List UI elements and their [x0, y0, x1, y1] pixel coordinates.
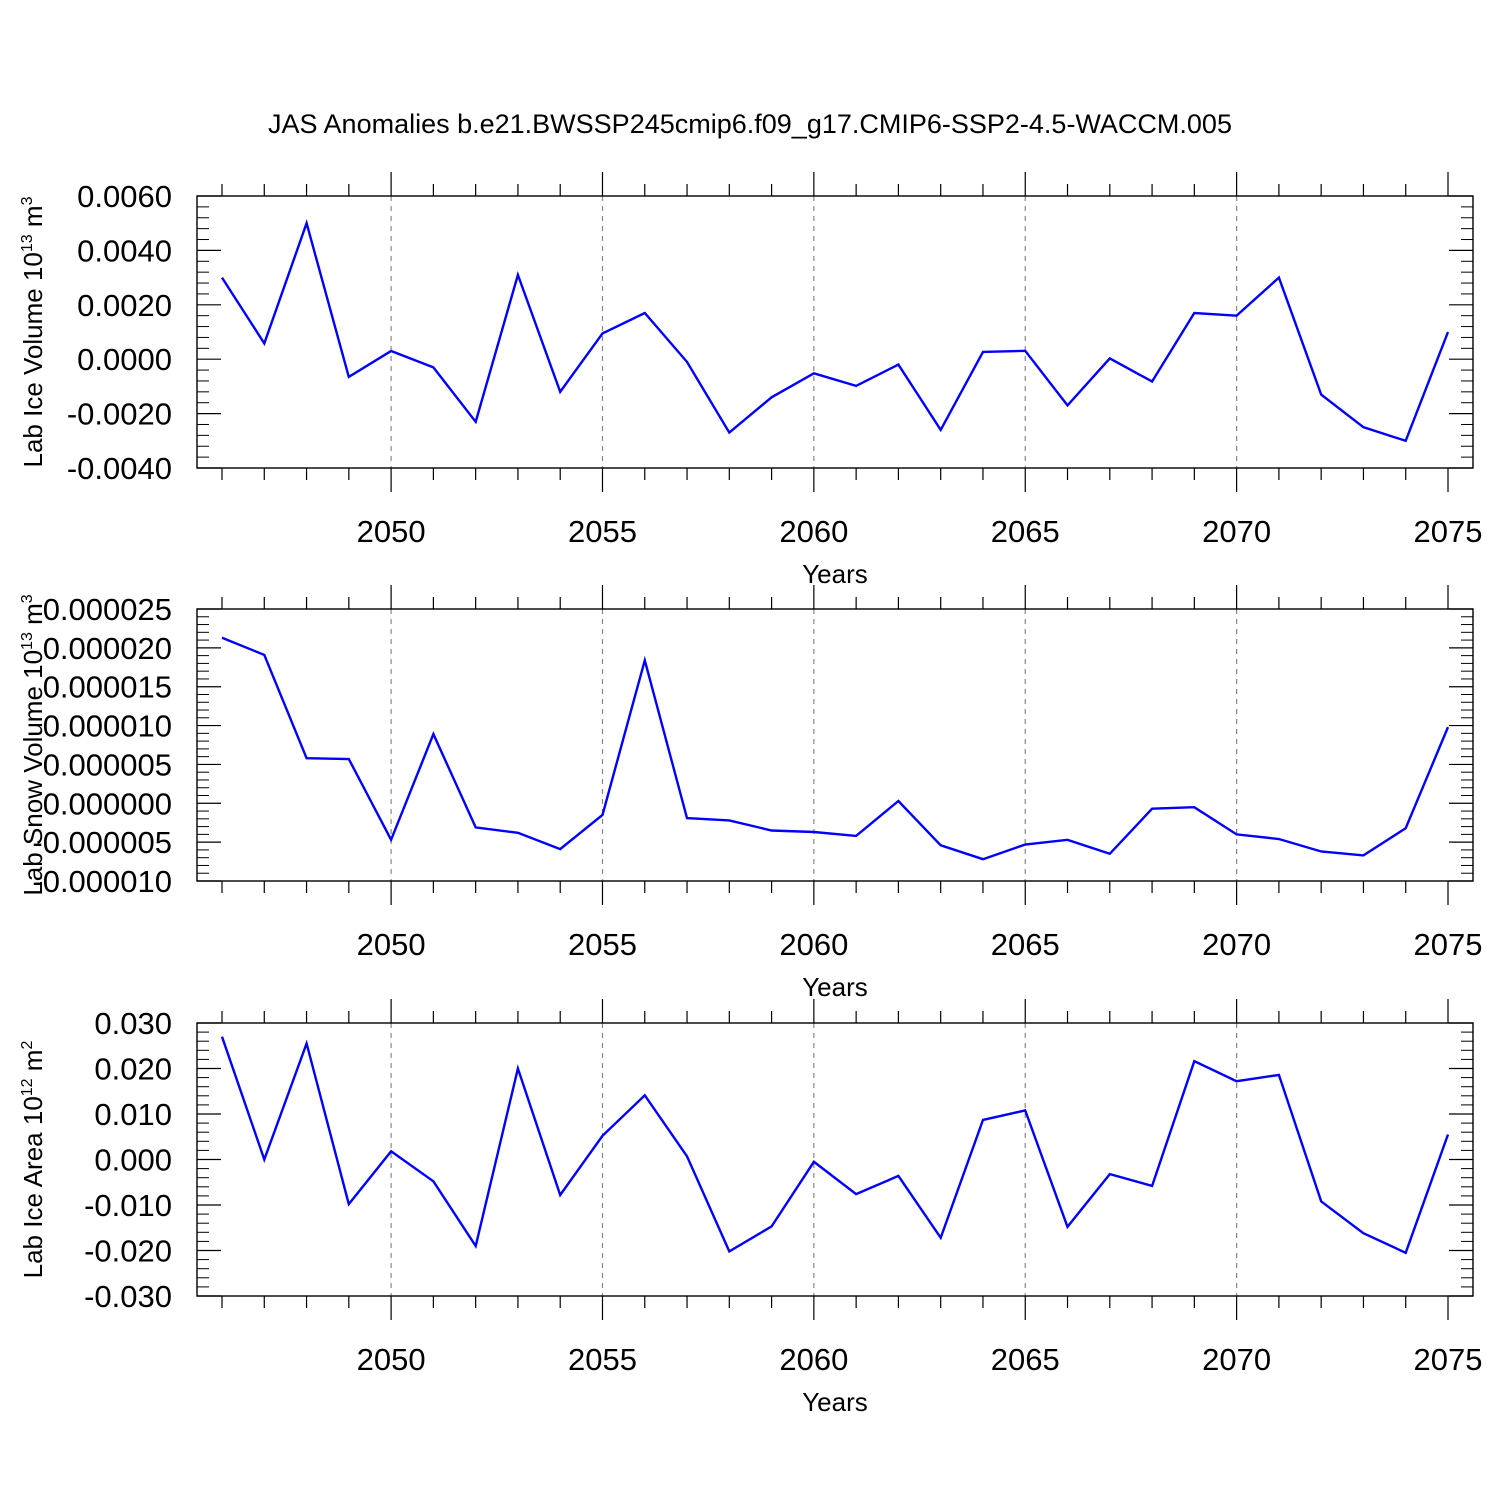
y-axis-label: Lab Ice Volume 1013 m3: [18, 196, 48, 467]
x-axis-label: Years: [802, 1387, 868, 1417]
plot-frame: [196, 195, 1474, 469]
x-tick-label: 2065: [991, 1342, 1060, 1377]
y-tick-label: 0.000000: [43, 786, 172, 821]
plot-frame: [196, 1022, 1474, 1297]
y-tick-label: -0.0020: [67, 397, 172, 432]
x-tick-label: 2050: [357, 1342, 426, 1377]
y-tick-label: 0.0000: [77, 342, 172, 377]
y-axis-label: Lab Snow Volume 1013 m3: [18, 594, 48, 895]
y-tick-label: -0.000005: [32, 825, 172, 860]
panel-1: -0.0040 -0.0020 0.0000 0.0020 0.0040 0.0060 20…: [18, 172, 1482, 589]
y-tick-label: 0.000020: [43, 631, 172, 666]
series-line: [220, 1036, 1450, 1255]
panel-3: -0.030 -0.020 -0.010 0.000 0.010 0.020 0.030 20…: [18, 999, 1482, 1417]
y-tick-label: 0.000025: [43, 592, 172, 627]
series-line: [220, 219, 1450, 443]
y-tick-label: 0.000: [94, 1143, 172, 1178]
x-tick-label: 2055: [568, 1342, 637, 1377]
y-tick-label: -0.010: [84, 1188, 172, 1223]
x-tick-label: 2060: [779, 927, 848, 962]
y-tick-label: -0.020: [84, 1234, 172, 1269]
y-tick-label: 0.000010: [43, 709, 172, 744]
x-axis-label: Years: [802, 559, 868, 589]
x-tick-label: 2065: [991, 927, 1060, 962]
panel-2: -0.000010-0.0000050.0000000.0000050.0000…: [18, 585, 1482, 1002]
y-tick-label: -0.030: [84, 1279, 172, 1314]
x-tick-label: 2075: [1414, 927, 1483, 962]
x-tick-label: 2060: [779, 514, 848, 549]
y-tick-label: 0.000005: [43, 747, 172, 782]
panels: -0.0040 -0.0020 0.0000 0.0020 0.0040 0.0060 20…: [18, 172, 1482, 1417]
y-tick-label: -0.0040: [67, 451, 172, 486]
y-tick-label: 0.0020: [77, 288, 172, 323]
x-tick-label: 2055: [568, 927, 637, 962]
x-tick-label: 2075: [1414, 1342, 1483, 1377]
x-axis-label: Years: [802, 972, 868, 1002]
y-axis-label: Lab Ice Area 1012 m2: [18, 1041, 48, 1279]
series-line: [221, 636, 1450, 861]
x-tick-label: 2070: [1202, 514, 1271, 549]
x-tick-label: 2050: [357, 927, 426, 962]
y-tick-label: -0.000010: [32, 864, 172, 899]
y-tick-label: 0.010: [94, 1097, 172, 1132]
chart-title: JAS Anomalies b.e21.BWSSP245cmip6.f09_g1…: [268, 109, 1232, 139]
y-tick-label: 0.0060: [77, 179, 172, 214]
y-tick-label: 0.030: [94, 1006, 172, 1041]
y-tick-label: 0.0040: [77, 233, 172, 268]
x-tick-label: 2070: [1202, 1342, 1271, 1377]
x-tick-label: 2060: [779, 1342, 848, 1377]
x-tick-label: 2055: [568, 514, 637, 549]
y-tick-label: 0.020: [94, 1052, 172, 1087]
x-tick-label: 2075: [1414, 514, 1483, 549]
y-tick-label: 0.000015: [43, 670, 172, 705]
plot-frame: [196, 608, 1474, 882]
x-tick-label: 2070: [1202, 927, 1271, 962]
x-tick-label: 2065: [991, 514, 1060, 549]
x-tick-label: 2050: [357, 514, 426, 549]
